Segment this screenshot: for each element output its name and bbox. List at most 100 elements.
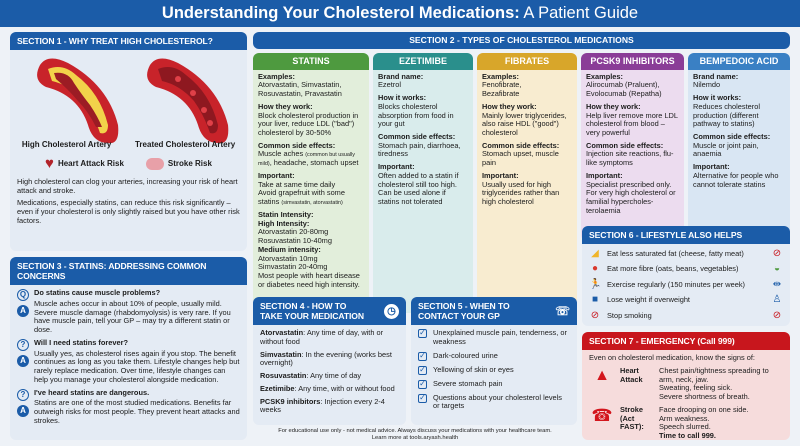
checkbox-icon: ✓ (418, 350, 427, 361)
med-column-pcsk9-inhibitors: PCSK9 INHIBITORS Examples: Alirocumab (Pra… (581, 53, 684, 241)
stroke-risk: Stroke Risk (167, 159, 212, 169)
title-bold: Understanding Your Cholesterol Medicatio… (161, 4, 520, 22)
med-info-block: Common side effects: Stomach pain, diarrh… (378, 132, 468, 159)
med-column-fibrates: FIBRATES Examples: Fenofibrate, Bezafibrate… (477, 53, 577, 313)
artery-high-label: High Cholesterol Artery (21, 139, 112, 149)
section-6: SECTION 6 - LIFESTYLE ALSO HELPS ◢ Eat le… (582, 226, 790, 326)
med-info-block: How they work: Help liver remove more LDL… (586, 101, 679, 138)
med-info-label: How it works: (378, 93, 427, 103)
section-7: SECTION 7 - EMERGENCY (Call 999) Even on… (582, 332, 790, 440)
brain-icon (145, 158, 164, 171)
med-info-label: Important: (258, 170, 295, 180)
faq-text: I've heard statins are dangerous. Statins… (34, 388, 240, 426)
phone-ringing-icon: ☎ (591, 405, 613, 425)
heart-sign: Chest pain/tightness spreading to arm, n… (659, 365, 769, 384)
faq-answer: Muscle aches occur in about 10% of peopl… (34, 299, 231, 335)
med-info-label: How they work: (586, 101, 641, 111)
lifestyle-text: Eat less saturated fat (cheese, fatty me… (607, 248, 744, 258)
med-info-label: Important: (693, 162, 730, 172)
med-info-label: Common side effects: (586, 140, 664, 150)
heart-attack-label: Heart Attack (620, 365, 643, 384)
med-info-sublabel: High Intensity: (258, 218, 310, 228)
drug-name: Ezetimibe (260, 383, 295, 393)
section-2-header: SECTION 2 - TYPES OF CHOLESTEROL MEDICAT… (253, 32, 790, 49)
running-icon: 🏃 (589, 278, 602, 290)
footer-disclaimer: For educational use only - not medical a… (278, 428, 552, 434)
med-column-body: Brand name: Nilemdo How it works: Reduces c… (688, 70, 790, 197)
med-info-text: Block cholesterol production in your liv… (258, 110, 359, 138)
gp-reason: ✓ Questions about your cholesterol levels… (418, 392, 570, 411)
med-info-block: Examples: Fenofibrate, Bezafibrate (482, 71, 572, 99)
stroke-signs: ☎ Stroke (Act FAST): Face drooping on on… (589, 405, 783, 440)
section-1-para-1: High cholesterol can clog your arteries,… (17, 177, 238, 195)
dosing-item: PCSK9 inhibitors: Injection every 2-4 we… (260, 397, 399, 415)
alarm-light-icon: ▲ (594, 366, 610, 384)
med-column-title: FIBRATES (477, 53, 577, 70)
med-info-text: Stomach pain, diarrhoea, tiredness (378, 140, 461, 159)
section-3: SECTION 3 - STATINS: ADDRESSING COMMON C… (10, 257, 247, 440)
med-info-label: Statin Intensity: (258, 209, 314, 219)
med-info-label: Examples: (482, 71, 519, 81)
gp-reason-text: Questions about your cholesterol levels … (433, 392, 562, 411)
section-4: SECTION 4 - HOW TO TAKE YOUR MEDICATION ◷… (253, 297, 406, 425)
dosing-text: : In the evening (works best overnight) (260, 349, 392, 368)
call-999: Time to call 999. (659, 431, 716, 440)
lifestyle-item: ■ Lose weight if overweight ♙ (589, 293, 783, 309)
no-smoking-icon: ⊘ (772, 309, 782, 321)
section-1-para-2: Medications, especially statins, can red… (17, 198, 240, 225)
med-info-block: Important: Usually used for high triglyce… (482, 171, 572, 207)
treated-artery-icon (147, 58, 229, 144)
med-info-text: Nilemdo (693, 80, 721, 90)
gp-reason-text: Yellowing of skin or eyes (433, 364, 514, 374)
med-info-block: Brand name: Nilemdo (693, 72, 785, 90)
gp-reason: ✓ Dark-coloured urine (418, 350, 570, 361)
dosing-text: : Any time, with or without food (294, 383, 395, 393)
med-info-label: Examples: (586, 71, 623, 81)
dosing-text: : Any time of day, with or without food (260, 328, 384, 347)
med-info-text: Injection site reactions, flu-like sympt… (586, 149, 674, 168)
med-info-label: Common side effects: (693, 132, 771, 142)
med-info-text: Atorvastatin 20-80mg (258, 227, 329, 237)
med-info-block: Examples: Alirocumab (Praluent), Evolocum… (586, 71, 679, 99)
question-mark-icon: ? (17, 338, 29, 351)
med-column-body: Examples: Fenofibrate, Bezafibrate How they… (477, 70, 577, 214)
gp-reason: ✓ Severe stomach pain (418, 379, 570, 389)
med-info-block: Important: Often added to a statin if cho… (378, 162, 468, 207)
lifestyle-item: 🏃 Exercise regularly (150 minutes per wee… (589, 277, 783, 293)
med-info-text: Muscle or joint pain, anaemia (693, 140, 759, 159)
lifestyle-text: Eat more fibre (oats, beans, vegetables) (607, 264, 739, 274)
heart-sign: Severe shortness of breath. (659, 392, 750, 402)
med-info-label: Common side effects: (482, 140, 560, 150)
med-info-sublabel: Medium intensity: (258, 244, 321, 254)
med-info-block: How it works: Reduces cholesterol product… (693, 93, 785, 129)
med-column-title: EZETIMIBE (373, 53, 473, 70)
faq-item: Q A Do statins cause muscle problems? Muscl… (17, 289, 240, 335)
doctor-phone-icon: ☏ (555, 304, 570, 319)
med-info-block: How they work: Mainly lower triglycerides… (482, 102, 572, 138)
faq-item: ? A Will I need statins forever? Usually ye… (17, 338, 240, 385)
checkbox-icon: ✓ (418, 364, 427, 375)
med-info-text: Take at same time daily (258, 179, 336, 189)
salad-icon: ◒ (773, 263, 781, 275)
lifestyle-text: Exercise regularly (150 minutes per week… (607, 279, 746, 289)
gp-reason-text: Dark-coloured urine (433, 350, 498, 360)
med-info-text: Rosuvastatin 10-40mg (258, 236, 332, 246)
med-info-text: Usually used for high triglycerides rath… (482, 179, 560, 207)
med-info-label: Important: (378, 162, 415, 172)
answer-icon: A (17, 305, 29, 318)
faq-answer: Statins are one of the most studied medi… (34, 398, 240, 425)
title-rest: A Patient Guide (519, 4, 639, 22)
cheese-icon: ◢ (591, 247, 599, 259)
med-info-text: Atorvastatin, Simvastatin, Rosuvastatin,… (258, 80, 342, 99)
med-column-title: STATINS (253, 53, 369, 70)
lifestyle-text: Lose weight if overweight (607, 295, 690, 305)
drug-name: Atorvastatin (260, 328, 304, 338)
med-info-block: Statin Intensity: High Intensity: Atorvast… (258, 209, 364, 290)
footer-link[interactable]: Learn more at tools.aryash.health (371, 435, 459, 442)
med-column-body: Examples: Alirocumab (Praluent), Evolocum… (581, 70, 684, 223)
page-title: Understanding Your Cholesterol Medicatio… (0, 0, 800, 27)
lifestyle-text: Stop smoking (607, 310, 652, 320)
scale-icon: ■ (591, 294, 599, 306)
med-info-block: Important: Take at same time daily Avoid g… (258, 170, 364, 207)
